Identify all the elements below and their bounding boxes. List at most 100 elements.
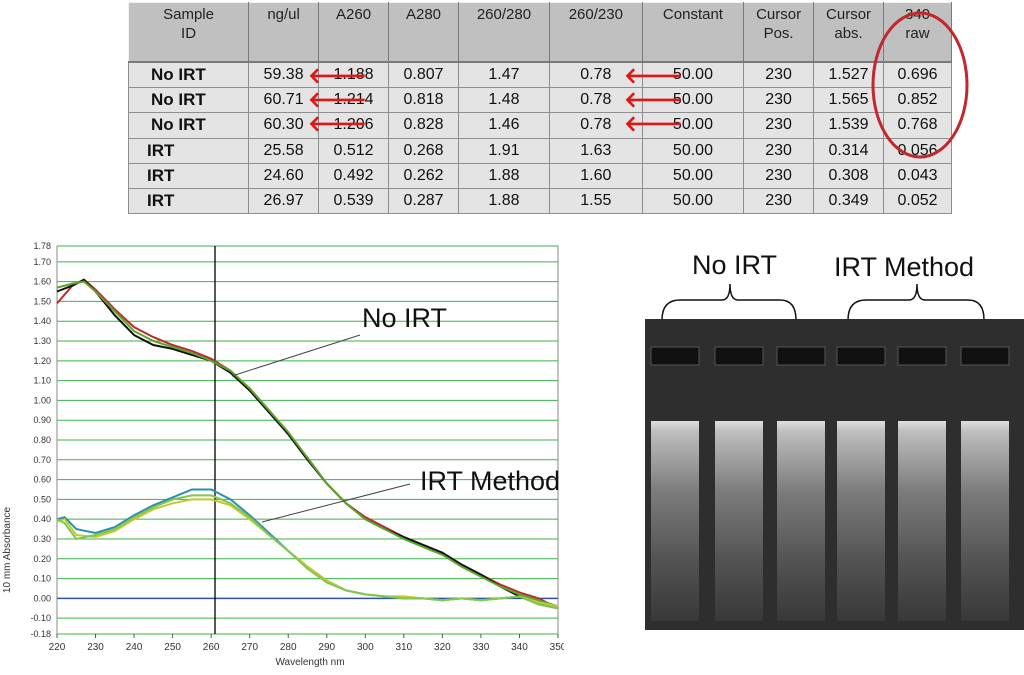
y-tick-label: 0.80 [33,435,51,445]
sample-id-cell: No IRT [127,87,250,114]
y-tick-label: 0.60 [33,475,51,485]
annotation-irt-leader [261,483,411,523]
table-cell: 1.46 [458,112,550,139]
y-tick-label: 0.90 [33,415,51,425]
table-cell: 50.00 [641,61,745,89]
absorbance-spectrum-chart: -0.18 -0.10 0.00 0.10 0.20 0.30 0.40 0.50 0.60 0.… [0,232,567,670]
table-cell: 0.268 [388,137,459,164]
gel-lane [715,421,763,621]
table-cell: 230 [743,187,815,215]
gel-label-no-irt: No IRT [692,250,778,280]
y-tick-label: 1.60 [33,277,51,287]
table-cell: 0.492 [318,162,390,189]
spectrum-series-6 [56,494,559,610]
table-cell: 50.00 [641,137,745,164]
table-cell: 0.852 [883,87,952,114]
table-cell: 0.043 [883,162,952,189]
table-row[interactable]: IRT 24.60 0.492 0.262 1.88 1.60 50.00 230 0.308 0… [127,162,952,189]
y-tick-label: 1.00 [33,395,51,405]
table-cell: 0.512 [318,137,390,164]
col-header-constant[interactable]: Constant [641,2,745,63]
table-cell: 24.60 [248,162,320,189]
col-header-260-230[interactable]: 260/230 [548,2,643,63]
chart-ticks: -0.18 -0.10 0.00 0.10 0.20 0.30 0.40 0.50 0.60 0.… [30,241,566,653]
sample-id-cell: IRT [127,162,250,189]
annotation-irt-method: IRT Method [420,466,560,496]
table-cell: 60.71 [248,87,320,114]
table-cell: 1.88 [458,187,550,215]
col-header-a280[interactable]: A280 [388,2,459,63]
gel-well [650,346,700,366]
arrow-icon: 🡐 [308,87,367,112]
table-row[interactable]: IRT 26.97 0.539 0.287 1.88 1.55 50.00 230 0.349 0… [127,187,952,215]
table-cell: 0.768 [883,112,952,139]
col-header-sample-id[interactable]: Sample ID [127,2,250,63]
table-cell: 1.188 [318,61,390,89]
gel-well [960,346,1010,366]
x-tick-label: 320 [434,642,451,653]
x-tick-label: 310 [396,642,413,653]
x-tick-label: 350 [550,642,564,653]
sample-id-cell: No IRT [127,61,250,89]
col-header-a260[interactable]: A260 [318,2,390,63]
arrow-icon: 🡐 [624,111,683,136]
y-tick-label: 1.40 [33,316,51,326]
y-tick-label: -0.18 [30,629,51,639]
table-row[interactable]: No IRT 59.38 1.188 0.807 1.47 0.78 50.00 230 1.5… [127,61,952,89]
table-cell: 230 [743,112,815,139]
table-cell: 1.55 [548,187,643,215]
table-row[interactable]: No IRT 60.71 1.214 0.818 1.48 0.78 50.00 230 1.5… [127,87,952,114]
y-tick-label: 0.10 [33,574,51,584]
table-cell: 26.97 [248,187,320,215]
nanodrop-results-table: Sample ID ng/ul A260 A280 260/280 260/23… [127,2,952,215]
x-tick-label: 280 [280,642,297,653]
annotation-no-irt-leader [231,334,361,377]
gel-well [714,346,764,366]
sample-id-cell: No IRT [127,112,250,139]
x-tick-label: 340 [511,642,528,653]
col-header-cursor-abs[interactable]: Cursor abs. [813,2,885,63]
table-cell: 0.78 [548,112,643,139]
spectrum-series-3 [56,280,559,608]
col-header-cursor-pos[interactable]: Cursor Pos. [743,2,815,63]
x-tick-label: 230 [87,642,104,653]
table-cell: 50.00 [641,87,745,114]
gel-lanes [645,319,1024,630]
y-tick-label: 0.70 [33,455,51,465]
x-tick-label: 300 [357,642,374,653]
table-cell: 0.807 [388,61,459,89]
gel-well [776,346,826,366]
y-tick-label: 1.78 [33,241,51,251]
table-row[interactable]: No IRT 60.30 1.206 0.828 1.46 0.78 50.00 230 1.5… [127,112,952,139]
gel-lane [777,421,825,621]
table-cell: 0.349 [813,187,885,215]
arrow-icon: 🡐 [308,111,367,136]
bracket-no-irt [661,283,797,321]
table-row[interactable]: IRT 25.58 0.512 0.268 1.91 1.63 50.00 230 0.314 0… [127,137,952,164]
table-cell: 1.214 [318,87,390,114]
y-tick-label: 1.50 [33,296,51,306]
y-tick-label: 1.10 [33,376,51,386]
table-cell: 0.262 [388,162,459,189]
table-cell: 0.314 [813,137,885,164]
y-tick-label: 0.20 [33,554,51,564]
table-cell: 0.78 [548,87,643,114]
table-cell: 1.48 [458,87,550,114]
table-cell: 1.63 [548,137,643,164]
table-cell: 50.00 [641,162,745,189]
table-cell: 50.00 [641,112,745,139]
table-cell: 50.00 [641,187,745,215]
chart-series [56,278,559,610]
y-tick-label: 1.70 [33,257,51,267]
table-cell: 0.052 [883,187,952,215]
y-tick-label: 1.20 [33,356,51,366]
table-cell: 1.47 [458,61,550,89]
col-header-260-280[interactable]: 260/280 [458,2,550,63]
x-tick-label: 330 [473,642,490,653]
y-tick-label: 1.30 [33,336,51,346]
table-cell: 25.58 [248,137,320,164]
x-tick-label: 270 [241,642,258,653]
annotation-no-irt: No IRT [362,303,447,333]
col-header-ng-ul[interactable]: ng/ul [248,2,320,63]
table-cell: 0.287 [388,187,459,215]
